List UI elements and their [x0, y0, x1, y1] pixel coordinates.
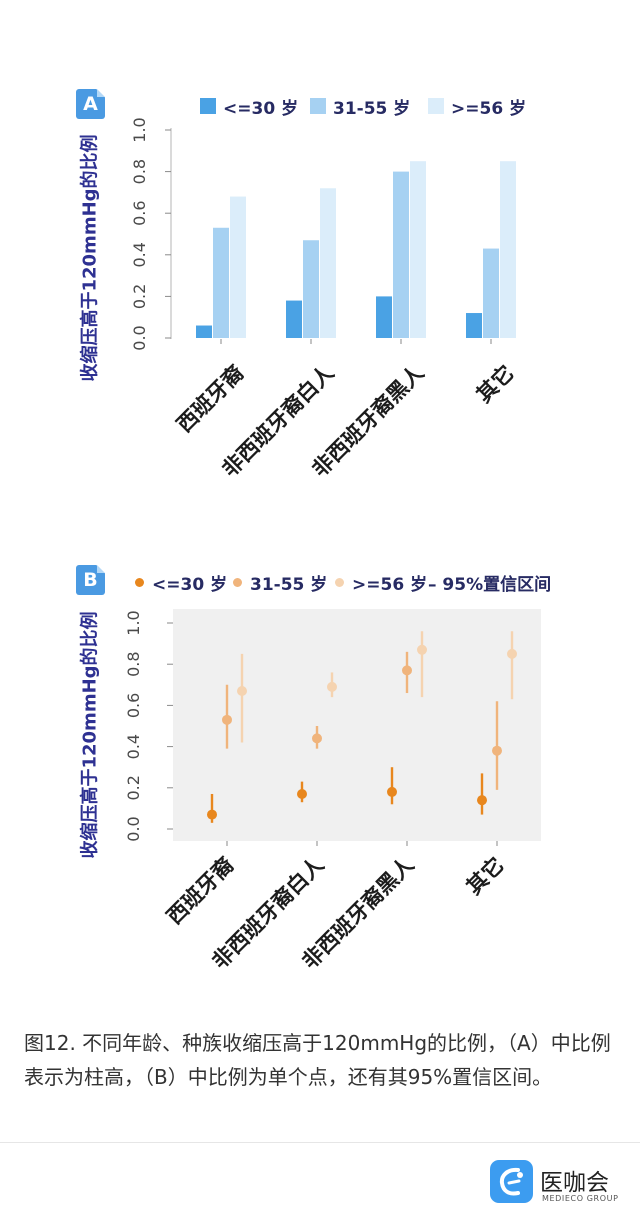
legend-ci-label: – 95%置信区间	[428, 574, 552, 595]
legend-label: <=30 岁	[223, 98, 299, 119]
y-tick-label: 0.6	[130, 200, 149, 225]
legend-a-item-1: <=30 岁	[200, 94, 299, 119]
data-point	[237, 685, 247, 696]
bar	[376, 296, 392, 338]
legend-label: >=56 岁	[451, 98, 527, 119]
x-category-label: 西班牙裔	[172, 361, 248, 437]
legend-a-item-2: 31-55 岁	[310, 94, 411, 119]
y-tick-label: 0.8	[124, 651, 143, 676]
y-tick-label: 0.8	[130, 159, 149, 184]
legend-b-item-2: 31-55 岁	[233, 570, 328, 595]
bar	[286, 300, 302, 338]
data-point	[477, 795, 487, 806]
legend-swatch	[200, 98, 216, 114]
legend-b-ci-item: – 95%置信区间	[428, 570, 552, 595]
y-tick-label: 0.2	[124, 775, 143, 800]
y-tick-label: 0.0	[130, 325, 149, 350]
bar	[410, 161, 426, 338]
logo-glyph	[499, 1167, 523, 1196]
panel-b-badge: B	[76, 565, 105, 595]
bar	[483, 248, 499, 338]
legend-label: <=30 岁	[152, 574, 228, 595]
legend-swatch	[310, 98, 326, 114]
x-category-label: 其它	[472, 361, 519, 408]
data-point	[492, 745, 502, 756]
legend-b-item-1: <=30 岁	[135, 570, 228, 595]
medieco-logo-icon	[490, 1160, 533, 1203]
data-point	[222, 714, 232, 725]
logo-name: 医咖会	[540, 1170, 609, 1196]
legend-label: >=56 岁	[352, 574, 428, 595]
bar	[303, 240, 319, 338]
data-point	[327, 681, 337, 692]
bar	[393, 171, 409, 338]
logo-subtitle: MEDIECO GROUP	[542, 1194, 619, 1203]
bar	[320, 188, 336, 338]
y-tick-label: 0.0	[124, 816, 143, 841]
figure-caption: 图12. 不同年龄、种族收缩压高于120mmHg的比例，（A）中比例表示为柱高，…	[24, 1031, 611, 1089]
y-tick-label: 1.0	[130, 117, 149, 142]
legend-swatch	[428, 98, 444, 114]
data-point	[417, 644, 427, 655]
panel-b-badge-fold	[97, 565, 105, 573]
panel-a-badge-fold	[97, 89, 105, 97]
legend-a-item-3: >=56 岁	[428, 94, 527, 119]
data-point	[402, 665, 412, 676]
legend-dot	[233, 577, 242, 587]
data-point	[387, 786, 397, 797]
x-category-label: 其它	[462, 853, 509, 900]
bar	[196, 325, 212, 338]
y-tick-label: 0.6	[124, 693, 143, 718]
data-point	[207, 809, 217, 820]
data-point	[312, 733, 322, 744]
chart-a-y-axis-title: 收缩压高于120mmHg的比例	[79, 134, 101, 381]
data-point	[507, 648, 517, 659]
data-point	[297, 788, 307, 799]
legend-dot	[135, 577, 144, 587]
y-tick-label: 1.0	[124, 610, 143, 635]
chart-b-y-axis-title: 收缩压高于120mmHg的比例	[79, 611, 101, 858]
legend-b-item-3: >=56 岁	[335, 570, 428, 595]
footer-divider	[0, 1142, 640, 1143]
bar	[466, 313, 482, 338]
x-category-label: 西班牙裔	[162, 853, 238, 929]
y-tick-label: 0.2	[130, 284, 149, 309]
legend-dot	[335, 577, 344, 587]
bar	[213, 227, 229, 338]
y-tick-label: 0.4	[124, 734, 143, 759]
legend-label: 31-55 岁	[333, 98, 411, 119]
bar	[500, 161, 516, 338]
legend-label: 31-55 岁	[250, 574, 328, 595]
y-tick-label: 0.4	[130, 242, 149, 267]
bar	[230, 196, 246, 338]
